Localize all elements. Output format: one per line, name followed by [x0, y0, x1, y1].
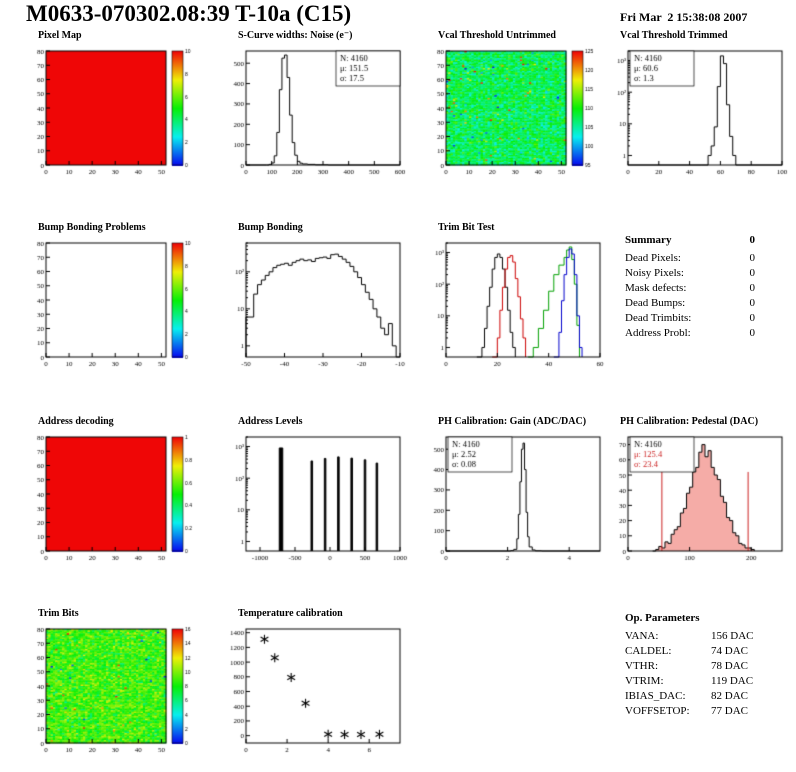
address-levels-title: Address Levels	[238, 416, 303, 427]
vcal-trimmed-title: Vcal Threshold Trimmed	[620, 30, 728, 41]
op-parameters-title: Op. Parameters	[625, 612, 700, 624]
summary-row-value: 0	[749, 312, 756, 324]
panel-vcal-untrimmed: Vcal Threshold Untrimmed	[414, 30, 614, 183]
vcal-untrimmed-title: Vcal Threshold Untrimmed	[438, 30, 556, 41]
summary-total: 0	[749, 234, 756, 246]
summary-row-value: 0	[749, 267, 756, 279]
trim-bit-test-title: Trim Bit Test	[438, 222, 495, 233]
op-parameter-row-value: 74 DAC	[711, 645, 748, 657]
vcal-untrimmed-plot	[414, 43, 614, 183]
scurve-noise-title: S-Curve widths: Noise (e⁻)	[238, 30, 353, 41]
bump-bonding-plot	[214, 235, 414, 375]
ph-gain-plot	[414, 429, 614, 569]
op-parameter-row-value: 77 DAC	[711, 705, 748, 717]
summary-row-value: 0	[749, 297, 756, 309]
op-parameters-rows: VANA: 156 DAC CALDEL: 74 DAC VTHR: 78 DAC VTRI…	[625, 629, 775, 719]
summary-header: Summary 0	[625, 234, 755, 246]
op-parameter-row: VTHR: 78 DAC	[625, 659, 775, 674]
trim-bits-plot	[14, 621, 214, 761]
summary-row-value: 0	[749, 282, 756, 294]
op-parameter-row-value: 156 DAC	[711, 630, 754, 642]
panel-vcal-trimmed: Vcal Threshold Trimmed	[596, 30, 796, 183]
op-parameter-row-value: 78 DAC	[711, 660, 748, 672]
op-parameter-row-value: 119 DAC	[711, 675, 754, 687]
op-parameter-row: VTRIM: 119 DAC	[625, 674, 775, 689]
summary-row: Address Probl: 0	[625, 326, 755, 341]
op-parameter-row-label: VOFFSETOP:	[625, 705, 690, 717]
panel-scurve-noise: S-Curve widths: Noise (e⁻)	[214, 30, 414, 183]
bump-problems-title: Bump Bonding Problems	[38, 222, 146, 233]
op-parameter-row: IBIAS_DAC: 82 DAC	[625, 689, 775, 704]
address-decoding-title: Address decoding	[38, 416, 114, 427]
pixel-map-plot	[14, 43, 214, 183]
summary-block: Summary 0 Dead Pixels: 0 Noisy Pixels: 0 Mas…	[625, 234, 755, 341]
summary-row-label: Noisy Pixels:	[625, 267, 684, 279]
summary-row-label: Dead Pixels:	[625, 252, 681, 264]
op-parameter-row-label: VANA:	[625, 630, 659, 642]
op-parameter-row-label: CALDEL:	[625, 645, 672, 657]
timestamp: Fri Mar 2 15:38:08 2007	[620, 10, 748, 24]
op-parameter-row-label: VTRIM:	[625, 675, 664, 687]
panel-trim-bit-test: Trim Bit Test	[414, 222, 614, 375]
panel-address-decoding: Address decoding	[14, 416, 214, 569]
ph-pedestal-title: PH Calibration: Pedestal (DAC)	[620, 416, 759, 427]
op-parameter-row: VOFFSETOP: 77 DAC	[625, 704, 775, 719]
panel-trim-bits: Trim Bits	[14, 608, 214, 761]
summary-rows: Dead Pixels: 0 Noisy Pixels: 0 Mask defects:…	[625, 251, 755, 341]
summary-row-label: Mask defects:	[625, 282, 687, 294]
op-parameter-row-label: IBIAS_DAC:	[625, 690, 686, 702]
address-decoding-plot	[14, 429, 214, 569]
bump-problems-plot	[14, 235, 214, 375]
trim-bit-test-plot	[414, 235, 614, 375]
op-parameter-row: CALDEL: 74 DAC	[625, 644, 775, 659]
summary-row-label: Dead Trimbits:	[625, 312, 692, 324]
summary-title: Summary	[625, 234, 672, 246]
pixel-map-title: Pixel Map	[38, 30, 82, 41]
op-parameters-block: Op. Parameters VANA: 156 DAC CALDEL: 74 DAC…	[625, 612, 775, 719]
summary-row-value: 0	[749, 252, 756, 264]
op-parameter-row: VANA: 156 DAC	[625, 629, 775, 644]
summary-row: Dead Pixels: 0	[625, 251, 755, 266]
bump-bonding-title: Bump Bonding	[238, 222, 303, 233]
summary-row-label: Dead Bumps:	[625, 297, 686, 309]
summary-row-value: 0	[749, 327, 756, 339]
panel-address-levels: Address Levels	[214, 416, 414, 569]
vcal-trimmed-plot	[596, 43, 796, 183]
panel-bump-problems: Bump Bonding Problems	[14, 222, 214, 375]
summary-row: Mask defects: 0	[625, 281, 755, 296]
temperature-plot	[214, 621, 414, 761]
address-levels-plot	[214, 429, 414, 569]
panel-ph-gain: PH Calibration: Gain (ADC/DAC)	[414, 416, 614, 569]
trim-bits-title: Trim Bits	[38, 608, 79, 619]
panel-temperature: Temperature calibration	[214, 608, 414, 761]
op-parameter-row-label: VTHR:	[625, 660, 658, 672]
summary-row-label: Address Probl:	[625, 327, 691, 339]
page-title: M0633-070302.08:39 T-10a (C15)	[26, 1, 352, 26]
panel-bump-bonding: Bump Bonding	[214, 222, 414, 375]
summary-row: Dead Bumps: 0	[625, 296, 755, 311]
scurve-noise-plot	[214, 43, 414, 183]
panel-ph-pedestal: PH Calibration: Pedestal (DAC)	[596, 416, 796, 569]
panel-pixel-map: Pixel Map	[14, 30, 214, 183]
summary-row: Dead Trimbits: 0	[625, 311, 755, 326]
ph-gain-title: PH Calibration: Gain (ADC/DAC)	[438, 416, 587, 427]
summary-row: Noisy Pixels: 0	[625, 266, 755, 281]
ph-pedestal-plot	[596, 429, 796, 569]
op-parameter-row-value: 82 DAC	[711, 690, 748, 702]
temperature-title: Temperature calibration	[238, 608, 343, 619]
